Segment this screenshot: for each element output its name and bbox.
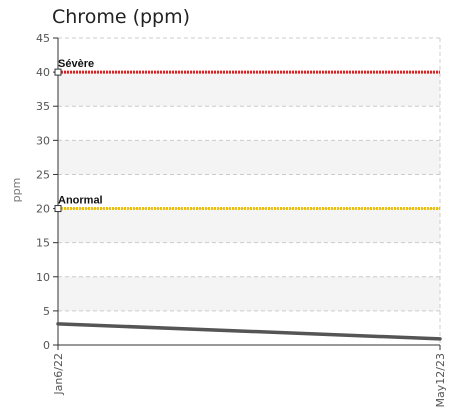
grid-band xyxy=(58,208,440,243)
y-tick-label: 40 xyxy=(36,66,50,79)
y-axis-label: ppm xyxy=(10,178,23,203)
y-tick-label: 5 xyxy=(43,305,50,318)
series-line xyxy=(56,322,442,341)
plot-background-bands xyxy=(58,72,440,311)
series-lines xyxy=(56,322,442,341)
y-tick-label: 35 xyxy=(36,100,50,113)
y-tick-labels: 0 5 10 15 20 25 30 35 40 45 xyxy=(36,32,50,352)
threshold-marker xyxy=(54,68,62,76)
y-tick-label: 15 xyxy=(36,237,50,250)
axes xyxy=(53,37,441,350)
y-tick-label: 10 xyxy=(36,271,50,284)
grid-band xyxy=(58,72,440,107)
x-tick-label: Jan6/22 xyxy=(52,353,65,396)
y-tick-label: 0 xyxy=(43,339,50,352)
chart-title: Chrome (ppm) xyxy=(52,6,191,28)
threshold-label: Sévère xyxy=(58,58,94,70)
grid-band xyxy=(58,140,440,175)
threshold-lines: Sévère Anormal xyxy=(54,58,440,213)
y-tick-label: 25 xyxy=(36,168,50,181)
y-tick-label: 30 xyxy=(36,134,50,147)
y-tick-label: 45 xyxy=(36,32,50,45)
x-tick-label: May12/23 xyxy=(434,353,447,407)
y-tick-label: 20 xyxy=(36,203,50,216)
x-tick-labels: Jan6/22 May12/23 xyxy=(52,353,447,407)
threshold-marker xyxy=(54,205,62,213)
grid-band xyxy=(58,276,440,311)
threshold-label: Anormal xyxy=(58,195,103,207)
